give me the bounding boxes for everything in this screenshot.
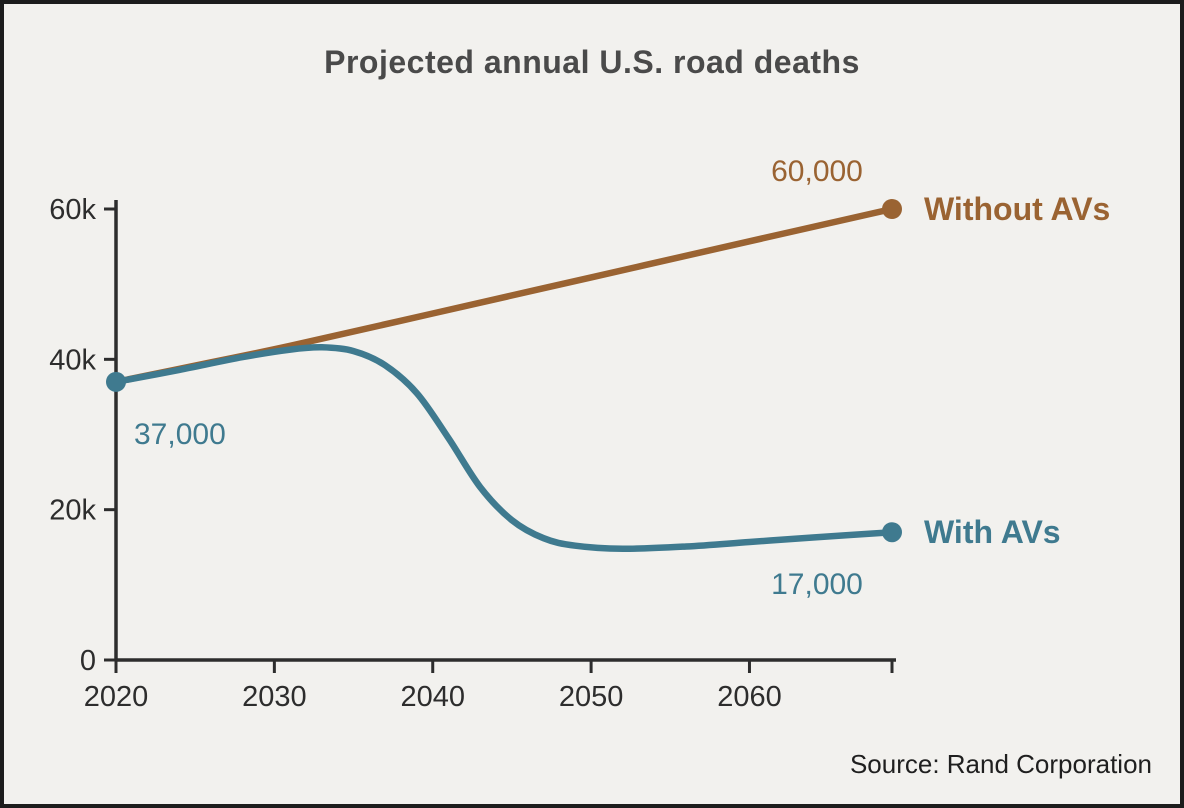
x-tick-label: 2050	[559, 681, 624, 713]
y-tick-label: 20k	[49, 495, 96, 527]
series-line-with-avs	[112, 344, 896, 553]
start-dot-with-avs	[106, 371, 126, 392]
source-attribution: Source: Rand Corporation	[849, 749, 1152, 779]
series-name-label-with-avs: With AVs	[924, 514, 1061, 550]
x-tick-label: 2020	[84, 681, 149, 713]
end-dot-with-avs	[882, 522, 902, 543]
x-tick-label: 2040	[400, 681, 465, 713]
y-tick-label: 40k	[49, 344, 96, 376]
x-tick-label: 2060	[717, 681, 782, 713]
line-chart-svg: 2020 2030 2040 2050 2060 0 20k 40k 60k 60,000 With…	[49, 155, 1110, 713]
end-value-label-with-avs: 17,000	[771, 568, 863, 601]
chart-title: Projected annual U.S. road deaths	[324, 44, 860, 80]
y-tick-label: 60k	[49, 194, 96, 226]
y-tick-label: 0	[80, 645, 96, 677]
x-tick-label: 2030	[242, 681, 307, 713]
series-name-label-without-avs: Without AVs	[924, 191, 1110, 227]
end-value-label-without-avs: 60,000	[771, 155, 863, 188]
end-dot-without-avs	[882, 199, 902, 219]
start-value-label-with-avs: 37,000	[134, 418, 226, 451]
